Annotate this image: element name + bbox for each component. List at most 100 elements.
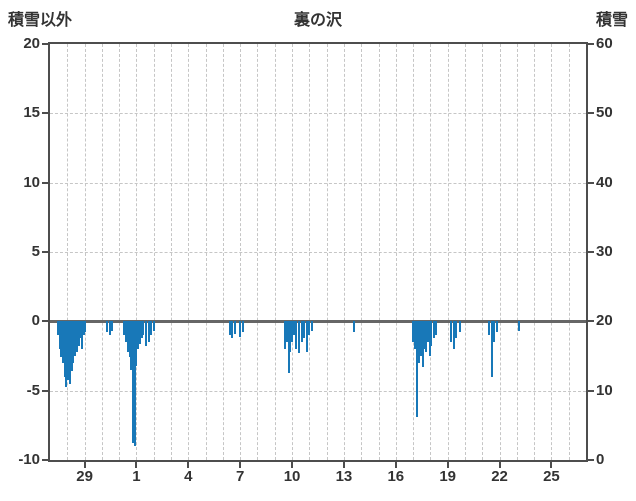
precip-bar xyxy=(130,321,133,370)
precip-bar xyxy=(138,321,141,344)
precip-bar xyxy=(310,321,313,332)
precip-bar xyxy=(297,321,300,354)
precip-bar xyxy=(450,321,453,343)
bottom-tick-mark xyxy=(498,462,501,468)
precip-bar xyxy=(303,321,306,338)
precip-bar xyxy=(284,321,287,350)
precip-bar xyxy=(435,321,438,336)
precip-bar xyxy=(108,321,111,336)
precip-bar xyxy=(413,321,416,350)
bottom-tick-mark xyxy=(83,462,86,468)
right-tick-mark xyxy=(588,112,594,115)
precip-bar xyxy=(128,321,131,358)
precip-bar xyxy=(68,321,71,384)
bottom-tick-mark xyxy=(187,462,190,468)
precip-bar xyxy=(67,321,70,380)
precip-bar xyxy=(458,321,461,333)
precip-bar xyxy=(135,321,138,366)
precip-bar xyxy=(228,321,231,336)
right-tick-mark xyxy=(588,181,594,184)
precip-bar xyxy=(291,321,294,343)
precip-bar xyxy=(308,321,311,336)
right-tick-mark xyxy=(588,43,594,45)
precip-bar xyxy=(126,321,129,352)
precip-bar xyxy=(84,321,87,333)
precip-bar xyxy=(152,321,155,332)
bottom-tick-mark xyxy=(394,462,397,468)
precip-bar xyxy=(239,321,242,337)
precip-bar xyxy=(289,321,292,352)
precip-bar xyxy=(292,321,295,336)
right-ytick-label: 50 xyxy=(596,104,613,122)
precip-bar xyxy=(419,321,422,356)
precip-bar xyxy=(125,321,128,343)
precip-bar xyxy=(65,321,68,387)
precip-bar xyxy=(305,321,308,352)
x-tick-label: 19 xyxy=(439,468,457,485)
precip-bar xyxy=(77,321,80,347)
right-tick-mark xyxy=(588,459,594,461)
x-tick-label: 25 xyxy=(543,468,560,485)
precip-bar xyxy=(421,321,424,368)
value-gridline xyxy=(50,113,586,115)
precip-bar xyxy=(56,321,59,336)
precip-bar xyxy=(423,321,426,350)
right-ytick-label: 10 xyxy=(596,381,613,399)
precip-bar xyxy=(455,321,458,338)
precip-bar xyxy=(300,321,303,343)
precip-bar xyxy=(150,321,153,336)
x-tick-label: 10 xyxy=(283,468,301,485)
precip-bar xyxy=(412,321,415,343)
precip-bar xyxy=(140,321,143,338)
left-tick-mark xyxy=(42,181,48,184)
bottom-tick-mark xyxy=(135,462,138,468)
right-ytick-label: 30 xyxy=(596,243,613,260)
precip-bar xyxy=(425,321,428,352)
precip-bar xyxy=(295,321,298,350)
precip-bar xyxy=(60,321,63,358)
right-tick-mark xyxy=(588,320,594,323)
precip-bar xyxy=(131,321,134,444)
right-ytick-label: 20 xyxy=(596,312,613,330)
precip-bar xyxy=(82,321,85,336)
precip-bar xyxy=(234,321,236,334)
precip-bar xyxy=(493,321,496,343)
precip-bar xyxy=(147,321,150,343)
precip-bar xyxy=(430,321,433,347)
x-tick-label: 16 xyxy=(387,468,405,485)
left-ytick-label: 20 xyxy=(23,35,40,52)
left-ytick-label: -5 xyxy=(26,381,40,399)
precip-bar xyxy=(79,321,82,338)
bottom-tick-mark xyxy=(291,462,294,468)
left-ytick-label: 5 xyxy=(31,243,40,260)
bottom-tick-mark xyxy=(342,462,345,468)
precip-bar xyxy=(517,321,520,332)
x-tick-label: 1 xyxy=(132,468,141,485)
precip-bar xyxy=(75,321,78,352)
precip-bar xyxy=(287,321,290,373)
right-tick-mark xyxy=(588,251,594,253)
precip-bar xyxy=(488,321,491,336)
precip-bar xyxy=(70,321,73,372)
left-ytick-label: 15 xyxy=(23,104,40,122)
right-axis-title: 積雪 xyxy=(595,12,628,29)
precip-bar xyxy=(144,321,147,347)
left-tick-mark xyxy=(42,43,48,45)
precip-bar xyxy=(428,321,431,356)
bottom-tick-mark xyxy=(446,462,449,468)
precip-bar xyxy=(426,321,429,343)
right-tick-mark xyxy=(588,389,594,392)
precip-bar xyxy=(61,321,64,363)
left-tick-mark xyxy=(42,389,48,392)
left-tick-mark xyxy=(42,112,48,115)
x-tick-label: 7 xyxy=(236,468,245,485)
bottom-tick-mark xyxy=(550,462,553,468)
precip-bar xyxy=(142,321,145,336)
value-gridline xyxy=(50,390,586,392)
left-axis-title: 積雪以外 xyxy=(8,12,73,29)
precip-bar xyxy=(133,321,136,447)
precip-bar xyxy=(137,321,140,350)
precip-bar xyxy=(490,321,493,377)
precip-bar xyxy=(58,321,61,350)
precip-bar xyxy=(111,321,114,332)
